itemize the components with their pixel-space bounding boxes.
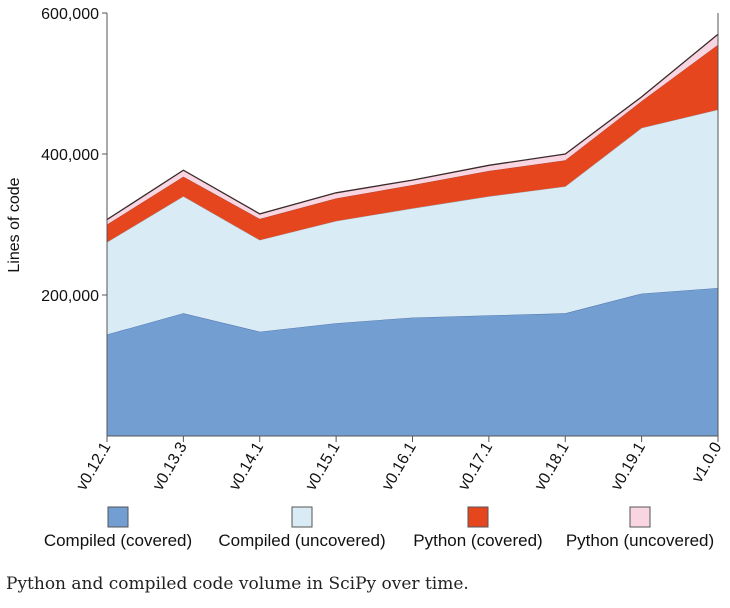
x-tick-label: v0.13.3 [150,439,191,493]
legend-label: Python (uncovered) [566,531,714,550]
legend-swatch [629,506,651,528]
y-ticks-group: 200,000 400,000 600,000 [41,6,107,305]
area-python-covered [107,44,718,243]
x-tick-label: v0.16.1 [379,439,420,493]
legend-swatch [291,506,313,528]
area-edge-line [106,33,719,221]
x-tick-label: v0.19.1 [608,439,649,493]
legend-swatch [467,506,489,528]
y-tick-label: 200,000 [41,288,99,305]
area-compiled-uncovered [107,109,718,335]
x-tick-label: v0.17.1 [455,439,496,493]
y-tick-label: 600,000 [41,6,99,23]
legend: Compiled (covered) Compiled (uncovered) Py… [44,506,714,550]
x-tick-label: v0.14.1 [226,439,267,493]
figure-caption: Python and compiled code volume in SciPy… [6,574,469,594]
legend-label: Python (covered) [413,531,542,550]
area-compiled-covered [107,288,718,436]
area-series-group [106,33,719,436]
y-tick-label: 400,000 [41,147,99,164]
legend-label: Compiled (uncovered) [218,531,385,550]
x-ticks-group: v0.12.1 v0.13.3 v0.14.1 v0.15.1 v0.16.1 v0.17… [73,436,726,493]
legend-label: Compiled (covered) [44,531,192,550]
x-tick-label: v1.0.0 [689,439,726,485]
x-tick-label: v0.12.1 [73,439,114,493]
legend-swatch [107,506,129,528]
x-tick-label: v0.15.1 [303,439,344,493]
x-tick-label: v0.18.1 [532,439,573,493]
y-axis-label: Lines of code [6,177,23,272]
